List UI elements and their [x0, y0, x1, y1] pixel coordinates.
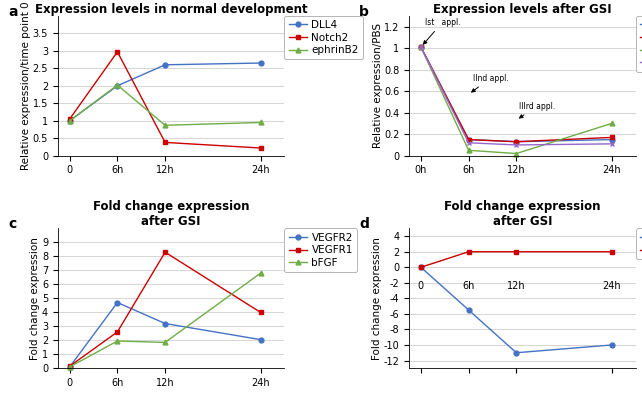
- PCNA: [608, 249, 616, 254]
- bFGF: [257, 271, 265, 276]
- VEGFR1: [114, 329, 121, 334]
- Caspase-3: [417, 265, 425, 270]
- Legend: DLL4, Notch2, EphrinB2, Hes5: DLL4, Notch2, EphrinB2, Hes5: [636, 16, 642, 72]
- DLL4: [465, 137, 473, 142]
- Text: 6h: 6h: [462, 281, 475, 291]
- Text: a: a: [8, 5, 17, 19]
- Notch2: [257, 146, 265, 150]
- VEGFR1: [66, 364, 74, 369]
- DLL4: [66, 118, 74, 123]
- ephrinB2: [257, 120, 265, 125]
- Line: EphrinB2: EphrinB2: [419, 45, 614, 156]
- Hes5: [512, 143, 520, 147]
- Line: DLL4: DLL4: [67, 61, 263, 123]
- Caspase-3: [608, 343, 616, 347]
- Legend: VEGFR2, VEGFR1, bFGF: VEGFR2, VEGFR1, bFGF: [284, 228, 357, 272]
- Notch2: [512, 139, 520, 144]
- Legend: Caspase-3, PCNA: Caspase-3, PCNA: [636, 228, 642, 259]
- ephrinB2: [161, 123, 169, 128]
- Title: Expression levels in normal development: Expression levels in normal development: [35, 3, 308, 16]
- Title: Expression levels after GSI: Expression levels after GSI: [433, 3, 612, 16]
- EphrinB2: [608, 121, 616, 126]
- Y-axis label: Relative expression/time point 0: Relative expression/time point 0: [21, 2, 31, 170]
- VEGFR1: [257, 310, 265, 315]
- DLL4: [417, 45, 425, 50]
- VEGFR2: [257, 337, 265, 342]
- Line: ephrinB2: ephrinB2: [67, 83, 263, 128]
- Legend: DLL4, Notch2, ephrinB2: DLL4, Notch2, ephrinB2: [284, 16, 363, 59]
- Caspase-3: [465, 308, 473, 312]
- VEGFR2: [66, 364, 74, 369]
- VEGFR1: [161, 250, 169, 255]
- Notch2: [161, 140, 169, 145]
- DLL4: [161, 63, 169, 67]
- Text: IInd appl.: IInd appl.: [472, 74, 508, 92]
- Line: DLL4: DLL4: [419, 45, 614, 144]
- Hes5: [608, 141, 616, 146]
- Text: d: d: [359, 217, 369, 231]
- Y-axis label: Fold change expression: Fold change expression: [30, 237, 40, 360]
- bFGF: [114, 339, 121, 343]
- bFGF: [66, 364, 74, 369]
- EphrinB2: [512, 151, 520, 156]
- Line: VEGFR1: VEGFR1: [67, 250, 263, 369]
- Text: 12h: 12h: [507, 281, 526, 291]
- Text: IIIrd appl.: IIIrd appl.: [519, 101, 555, 118]
- Text: Ist   appl.: Ist appl.: [424, 17, 460, 44]
- DLL4: [608, 137, 616, 142]
- Line: Caspase-3: Caspase-3: [419, 265, 614, 355]
- Y-axis label: Fold change expression: Fold change expression: [372, 237, 382, 360]
- ephrinB2: [66, 118, 74, 123]
- VEGFR2: [114, 300, 121, 305]
- PCNA: [512, 249, 520, 254]
- Hes5: [417, 45, 425, 50]
- Notch2: [114, 50, 121, 54]
- Line: bFGF: bFGF: [67, 271, 263, 369]
- Line: PCNA: PCNA: [419, 249, 614, 270]
- Notch2: [417, 45, 425, 50]
- bFGF: [161, 340, 169, 345]
- Text: c: c: [8, 217, 16, 231]
- EphrinB2: [465, 148, 473, 153]
- VEGFR2: [161, 321, 169, 326]
- DLL4: [257, 61, 265, 65]
- Notch2: [465, 137, 473, 142]
- PCNA: [465, 249, 473, 254]
- Line: VEGFR2: VEGFR2: [67, 300, 263, 369]
- Title: Fold change expression
after GSI: Fold change expression after GSI: [93, 200, 249, 228]
- Text: 24h: 24h: [602, 281, 621, 291]
- Text: b: b: [359, 5, 369, 19]
- Line: Notch2: Notch2: [419, 45, 614, 144]
- PCNA: [417, 265, 425, 270]
- Text: 0: 0: [418, 281, 424, 291]
- Notch2: [66, 116, 74, 121]
- Hes5: [465, 141, 473, 145]
- Line: Notch2: Notch2: [67, 50, 263, 150]
- EphrinB2: [417, 45, 425, 50]
- Line: Hes5: Hes5: [419, 45, 614, 147]
- DLL4: [512, 139, 520, 144]
- ephrinB2: [114, 83, 121, 88]
- Y-axis label: Relative expression/PBS: Relative expression/PBS: [372, 23, 383, 148]
- Notch2: [608, 135, 616, 140]
- DLL4: [114, 84, 121, 88]
- Title: Fold change expression
after GSI: Fold change expression after GSI: [444, 200, 600, 228]
- Caspase-3: [512, 350, 520, 355]
